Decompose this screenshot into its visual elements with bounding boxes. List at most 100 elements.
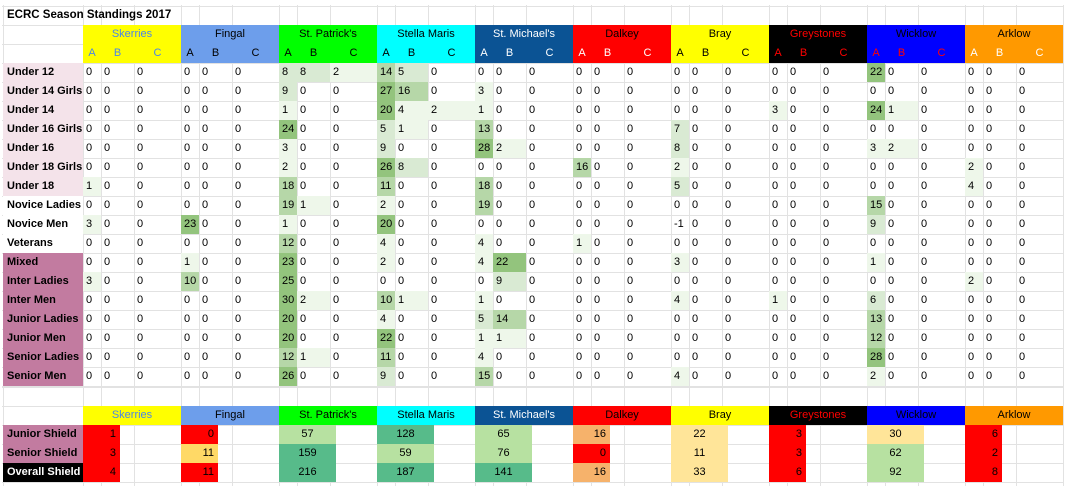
score-cell[interactable]: 0 <box>772 66 779 78</box>
score-cell[interactable]: 0 <box>333 351 340 363</box>
score-cell[interactable]: 0 <box>692 161 699 173</box>
score-cell[interactable]: 9 <box>377 139 395 158</box>
score-cell[interactable]: 0 <box>627 237 634 249</box>
score-cell[interactable]: 0 <box>529 161 536 173</box>
shield-total[interactable]: 62 <box>867 444 924 463</box>
score-cell[interactable]: 0 <box>235 256 242 268</box>
score-cell[interactable]: 0 <box>692 142 699 154</box>
score-cell[interactable]: 0 <box>496 370 503 382</box>
score-cell[interactable]: 0 <box>725 275 732 287</box>
score-cell[interactable]: 0 <box>790 218 797 230</box>
score-cell[interactable]: 0 <box>333 180 340 192</box>
score-cell[interactable]: 0 <box>137 256 144 268</box>
score-cell[interactable]: 0 <box>104 294 111 306</box>
score-cell[interactable]: 0 <box>576 256 583 268</box>
score-cell[interactable]: 0 <box>790 104 797 116</box>
score-cell[interactable]: 3 <box>475 82 493 101</box>
score-cell[interactable]: 0 <box>823 313 830 325</box>
score-cell[interactable]: 0 <box>478 275 485 287</box>
score-cell[interactable]: 12 <box>279 234 297 253</box>
score-cell[interactable]: 0 <box>772 332 779 344</box>
score-cell[interactable]: 2 <box>377 196 395 215</box>
score-cell[interactable]: 0 <box>137 161 144 173</box>
score-cell[interactable]: 9 <box>279 82 297 101</box>
score-cell[interactable]: 0 <box>772 370 779 382</box>
score-cell[interactable]: 0 <box>921 142 928 154</box>
score-cell[interactable]: 0 <box>674 237 681 249</box>
score-cell[interactable]: 0 <box>529 66 536 78</box>
score-cell[interactable]: 0 <box>870 161 877 173</box>
score-cell[interactable]: 0 <box>986 351 993 363</box>
shield-total[interactable]: 0 <box>573 444 610 463</box>
score-cell[interactable]: 0 <box>86 161 93 173</box>
score-cell[interactable]: 0 <box>398 199 405 211</box>
score-cell[interactable]: 0 <box>823 275 830 287</box>
shield-total[interactable]: 141 <box>475 463 532 482</box>
score-cell[interactable]: 0 <box>921 161 928 173</box>
score-cell[interactable]: 2 <box>493 139 526 158</box>
score-cell[interactable]: 0 <box>333 85 340 97</box>
score-cell[interactable]: 0 <box>594 85 601 97</box>
score-cell[interactable]: 0 <box>823 123 830 135</box>
score-cell[interactable]: 0 <box>184 237 191 249</box>
score-cell[interactable]: 0 <box>235 370 242 382</box>
score-cell[interactable]: 0 <box>888 351 895 363</box>
score-cell[interactable]: 0 <box>986 332 993 344</box>
score-cell[interactable]: 7 <box>671 120 689 139</box>
score-cell[interactable]: 0 <box>888 370 895 382</box>
shield-total[interactable]: 11 <box>671 444 728 463</box>
score-cell[interactable]: 18 <box>475 177 493 196</box>
score-cell[interactable]: 0 <box>86 123 93 135</box>
score-cell[interactable]: 4 <box>395 101 428 120</box>
score-cell[interactable]: 0 <box>235 351 242 363</box>
score-cell[interactable]: 0 <box>1019 351 1026 363</box>
score-cell[interactable]: 24 <box>279 120 297 139</box>
score-cell[interactable]: 0 <box>431 161 438 173</box>
score-cell[interactable]: 0 <box>772 180 779 192</box>
score-cell[interactable]: 0 <box>1019 370 1026 382</box>
shield-total[interactable]: 3 <box>83 444 120 463</box>
score-cell[interactable]: 0 <box>235 275 242 287</box>
score-cell[interactable]: 0 <box>235 313 242 325</box>
score-cell[interactable]: 0 <box>576 85 583 97</box>
score-cell[interactable]: 0 <box>529 370 536 382</box>
score-cell[interactable]: 0 <box>1019 66 1026 78</box>
score-cell[interactable]: 0 <box>137 332 144 344</box>
score-cell[interactable]: 0 <box>790 237 797 249</box>
shield-total[interactable]: 216 <box>279 463 336 482</box>
shield-total[interactable]: 8 <box>965 463 1002 482</box>
score-cell[interactable]: 11 <box>377 348 395 367</box>
score-cell[interactable]: 0 <box>627 142 634 154</box>
score-cell[interactable]: 0 <box>674 199 681 211</box>
score-cell[interactable]: 0 <box>333 161 340 173</box>
score-cell[interactable]: -1 <box>674 218 684 230</box>
score-cell[interactable]: 0 <box>184 104 191 116</box>
score-cell[interactable]: 0 <box>1019 199 1026 211</box>
score-cell[interactable]: 0 <box>576 199 583 211</box>
score-cell[interactable]: 0 <box>986 85 993 97</box>
score-cell[interactable]: 0 <box>529 142 536 154</box>
shield-total[interactable]: 65 <box>475 425 532 444</box>
score-cell[interactable]: 0 <box>333 294 340 306</box>
score-cell[interactable]: 0 <box>576 66 583 78</box>
score-cell[interactable]: 0 <box>137 199 144 211</box>
score-cell[interactable]: 0 <box>725 104 732 116</box>
score-cell[interactable]: 0 <box>333 237 340 249</box>
score-cell[interactable]: 0 <box>772 199 779 211</box>
score-cell[interactable]: 0 <box>86 332 93 344</box>
score-cell[interactable]: 0 <box>674 332 681 344</box>
score-cell[interactable]: 0 <box>184 123 191 135</box>
score-cell[interactable]: 2 <box>428 101 475 120</box>
score-cell[interactable]: 0 <box>104 256 111 268</box>
score-cell[interactable]: 0 <box>888 332 895 344</box>
score-cell[interactable]: 0 <box>790 142 797 154</box>
score-cell[interactable]: 0 <box>888 123 895 135</box>
score-cell[interactable]: 0 <box>496 85 503 97</box>
score-cell[interactable]: 0 <box>986 256 993 268</box>
score-cell[interactable]: 0 <box>692 218 699 230</box>
score-cell[interactable]: 0 <box>235 104 242 116</box>
score-cell[interactable]: 16 <box>573 158 591 177</box>
score-cell[interactable]: 0 <box>888 199 895 211</box>
shield-total[interactable]: 0 <box>181 425 218 444</box>
score-cell[interactable]: 11 <box>377 177 395 196</box>
